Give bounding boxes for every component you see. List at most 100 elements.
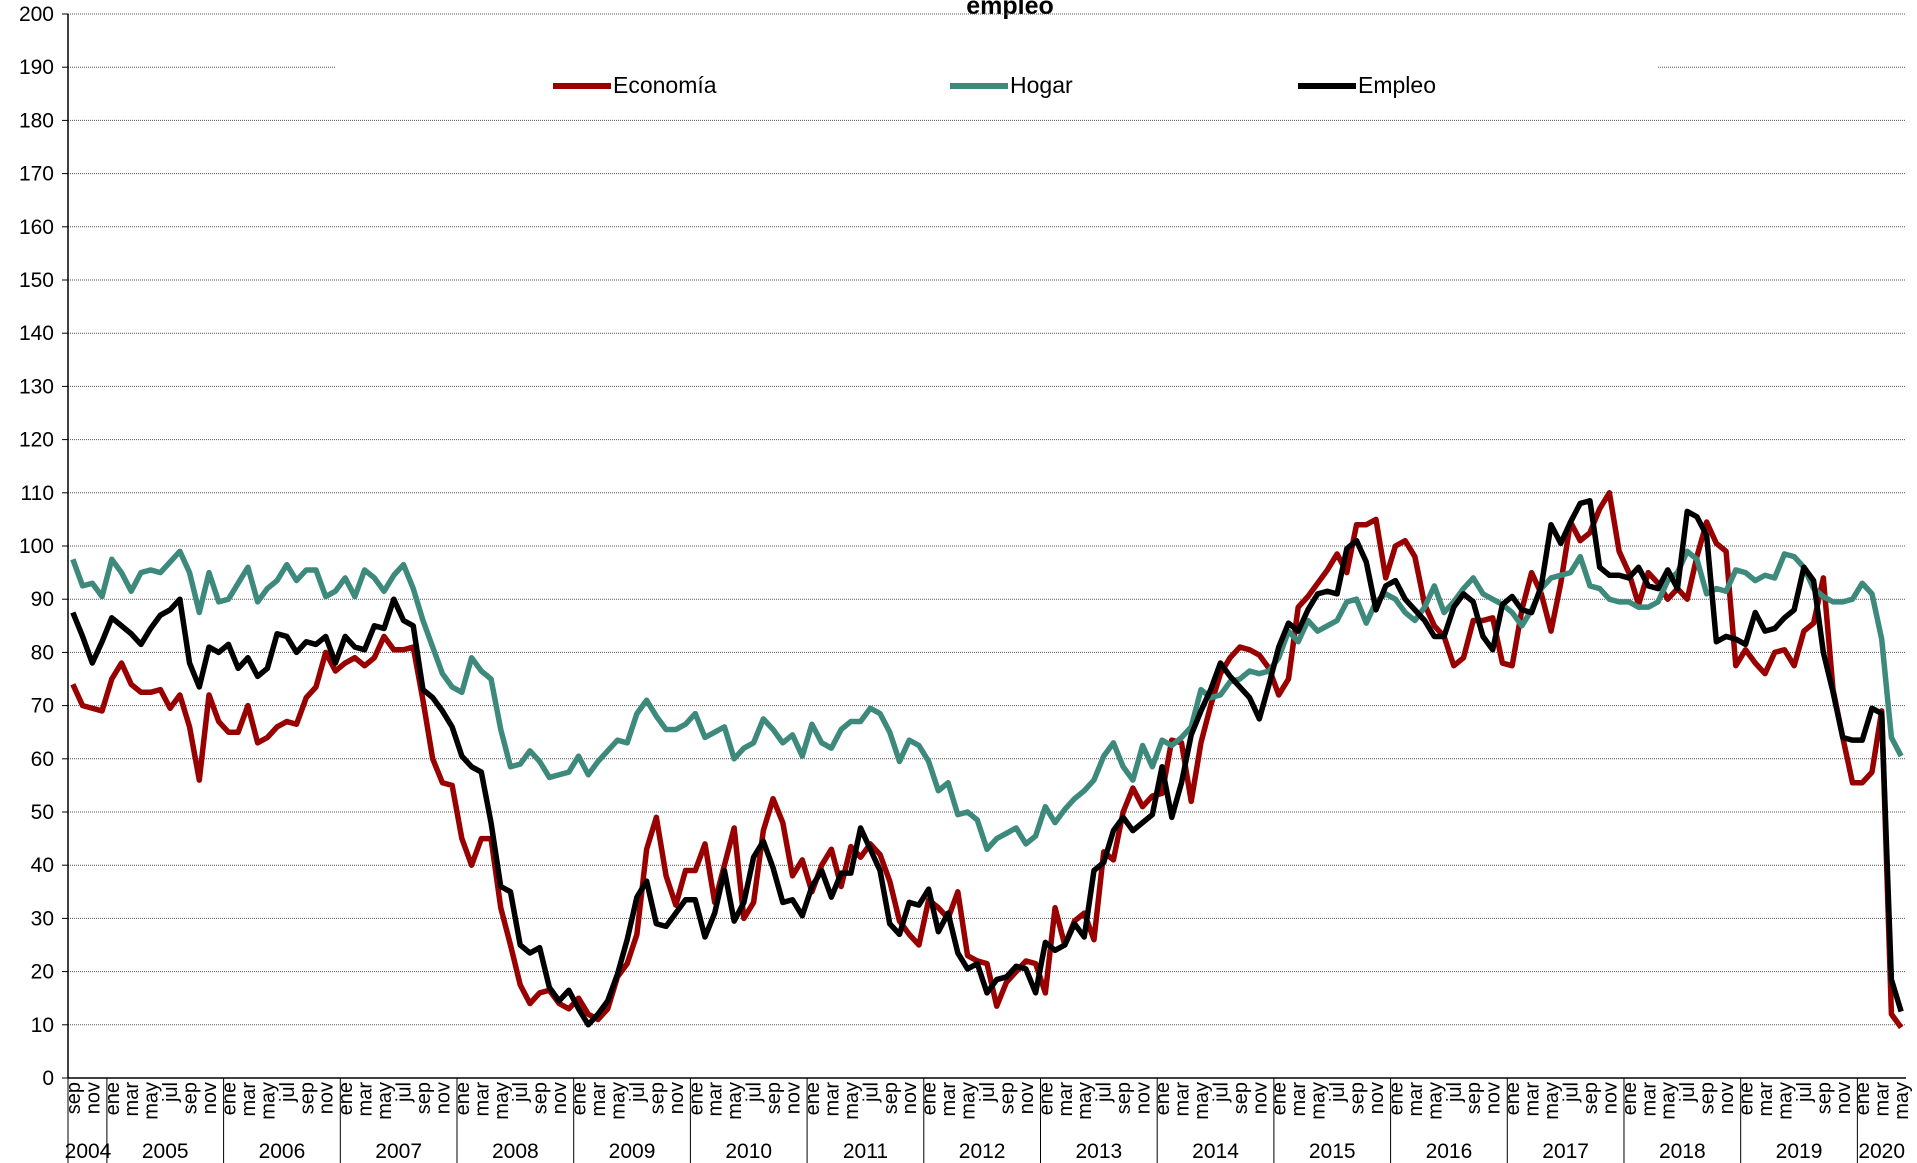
y-tick-label: 60: [31, 748, 54, 771]
x-tick-label: sep: [180, 1082, 202, 1114]
year-label: 2018: [1659, 1140, 1706, 1163]
x-tick-label: may: [1891, 1082, 1913, 1120]
x-tick-label: jul: [1094, 1082, 1116, 1103]
x-tick-label: jul: [1560, 1082, 1582, 1103]
x-tick-label: sep: [996, 1082, 1018, 1114]
x-tick-label: nov: [1133, 1082, 1155, 1114]
y-tick-label: 130: [19, 375, 54, 398]
x-tick-label: nov: [1366, 1082, 1388, 1114]
year-label: 2020: [1858, 1140, 1905, 1163]
x-tick-label: mar: [821, 1082, 843, 1117]
x-tick-label: sep: [1113, 1082, 1135, 1114]
year-label: 2009: [609, 1140, 656, 1163]
year-label: 2019: [1776, 1140, 1823, 1163]
x-tick-label: nov: [432, 1082, 454, 1114]
y-tick-label: 50: [31, 801, 54, 824]
y-tick-label: 0: [42, 1067, 54, 1090]
x-tick-label: mar: [1872, 1082, 1894, 1117]
x-tick-label: mar: [1405, 1082, 1427, 1117]
y-tick-label: 10: [31, 1014, 54, 1037]
y-tick-label: 200: [19, 3, 54, 26]
x-tick-label: may: [257, 1082, 279, 1120]
x-tick-label: sep: [1463, 1082, 1485, 1114]
x-tick-label: mar: [705, 1082, 727, 1117]
year-label: 2011: [843, 1140, 888, 1163]
x-tick-label: nov: [899, 1082, 921, 1114]
x-tick-label: sep: [763, 1082, 785, 1114]
year-label: 2005: [142, 1140, 189, 1163]
y-tick-label: 80: [31, 641, 54, 664]
y-tick-label: 150: [19, 269, 54, 292]
x-tick-label: jul: [860, 1082, 882, 1103]
y-tick-label: 160: [19, 216, 54, 239]
y-tick-label: 100: [19, 535, 54, 558]
x-tick-label: jul: [394, 1082, 416, 1103]
year-label: 2010: [725, 1140, 772, 1163]
y-tick-label: 90: [31, 588, 54, 611]
x-tick-label: mar: [938, 1082, 960, 1117]
x-tick-label: jul: [277, 1082, 299, 1103]
x-tick-label: may: [724, 1082, 746, 1120]
x-tick-label: sep: [1230, 1082, 1252, 1114]
x-tick-label: nov: [316, 1082, 338, 1114]
x-tick-label: sep: [1580, 1082, 1602, 1114]
x-tick-label: sep: [413, 1082, 435, 1114]
y-tick-label: 70: [31, 695, 54, 718]
year-label: 2012: [959, 1140, 1006, 1163]
x-tick-label: jul: [1794, 1082, 1816, 1103]
year-label: 2015: [1309, 1140, 1356, 1163]
x-tick-label: may: [1424, 1082, 1446, 1120]
year-label: 2016: [1426, 1140, 1473, 1163]
y-tick-label: 40: [31, 854, 54, 877]
x-tick-label: may: [841, 1082, 863, 1120]
x-tick-label: sep: [1347, 1082, 1369, 1114]
x-tick-label: sep: [530, 1082, 552, 1114]
x-tick-label: mar: [1755, 1082, 1777, 1117]
y-tick-label: 30: [31, 907, 54, 930]
x-tick-label: nov: [1599, 1082, 1621, 1114]
x-tick-label: jul: [510, 1082, 532, 1103]
year-label: 2013: [1075, 1140, 1122, 1163]
x-tick-label: jul: [977, 1082, 999, 1103]
x-tick-label: may: [491, 1082, 513, 1120]
x-tick-label: mar: [471, 1082, 493, 1117]
x-tick-label: mar: [1055, 1082, 1077, 1117]
x-tick-label: may: [607, 1082, 629, 1120]
x-tick-label: jul: [1210, 1082, 1232, 1103]
y-tick-label: 120: [19, 429, 54, 452]
x-tick-label: nov: [666, 1082, 688, 1114]
x-tick-label: may: [1541, 1082, 1563, 1120]
x-tick-label: nov: [1483, 1082, 1505, 1114]
x-tick-label: may: [1074, 1082, 1096, 1120]
x-tick-label: nov: [549, 1082, 571, 1114]
x-tick-label: mar: [121, 1082, 143, 1117]
year-label: 2008: [492, 1140, 539, 1163]
x-tick-label: sep: [1813, 1082, 1835, 1114]
legend-label: Hogar: [1010, 72, 1073, 98]
x-tick-label: jul: [1327, 1082, 1349, 1103]
x-tick-label: sep: [296, 1082, 318, 1114]
x-tick-label: jul: [1677, 1082, 1699, 1103]
x-tick-label: jul: [744, 1082, 766, 1103]
x-tick-label: mar: [1638, 1082, 1660, 1117]
x-tick-label: may: [958, 1082, 980, 1120]
year-label: 2006: [259, 1140, 306, 1163]
y-tick-label: 190: [19, 56, 54, 79]
x-tick-label: nov: [1249, 1082, 1271, 1114]
x-tick-label: nov: [1016, 1082, 1038, 1114]
x-tick-label: mar: [1522, 1082, 1544, 1117]
x-tick-label: nov: [82, 1082, 104, 1114]
y-tick-label: 20: [31, 961, 54, 984]
chart-title: empleo: [966, 0, 1054, 20]
x-tick-label: nov: [1716, 1082, 1738, 1114]
x-tick-label: jul: [160, 1082, 182, 1103]
legend-label: Economía: [613, 72, 717, 98]
x-tick-label: mar: [588, 1082, 610, 1117]
year-label: 2004: [65, 1140, 112, 1163]
x-tick-label: may: [1774, 1082, 1796, 1120]
x-tick-label: mar: [238, 1082, 260, 1117]
x-tick-label: nov: [199, 1082, 221, 1114]
x-tick-label: sep: [880, 1082, 902, 1114]
x-tick-label: jul: [1444, 1082, 1466, 1103]
